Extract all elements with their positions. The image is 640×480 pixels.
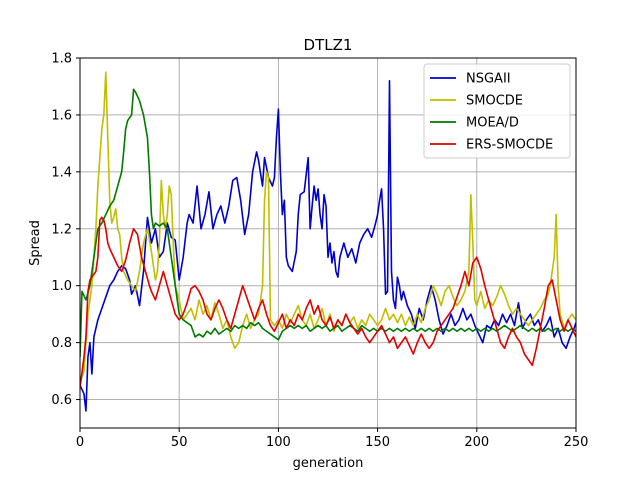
y-tick-label: 1.0 [51, 279, 72, 294]
legend-entry: SMOCDE [466, 94, 523, 109]
x-tick-label: 0 [76, 435, 84, 450]
legend-entry: MOEA/D [466, 116, 519, 131]
series-line-moea-d [80, 88, 576, 357]
legend-box [423, 63, 571, 159]
y-tick-label: 1.6 [51, 108, 72, 123]
legend-entry: NSGAII [466, 72, 511, 87]
y-axis-label: Spread [28, 220, 43, 266]
x-tick-label: 50 [171, 435, 188, 450]
y-tick-label: 1.8 [51, 52, 72, 67]
y-tick-label: 0.8 [51, 336, 72, 351]
legend: NSGAII SMOCDE MOEA/D ERS-SMOCDE [423, 63, 571, 159]
x-tick-label: 200 [464, 435, 489, 450]
series-line-ers-smocde [80, 216, 576, 389]
y-tick-label: 1.2 [51, 222, 72, 237]
legend-entry: ERS-SMOCDE [466, 138, 553, 153]
series-lines [80, 71, 576, 412]
x-tick-label: 150 [365, 435, 390, 450]
series-line-smocde [80, 71, 576, 383]
axis-ticks: 0 50 100 150 200 250 0.6 0.8 1.0 1.2 1.4 1.6 1.8 [51, 52, 588, 451]
x-tick-label: 100 [266, 435, 291, 450]
x-tick-label: 250 [564, 435, 589, 450]
chart-title: DTLZ1 [304, 36, 353, 54]
x-axis-label: generation [293, 456, 364, 471]
series-line-nsgaii [80, 79, 576, 412]
plot-frame [79, 57, 577, 429]
y-tick-label: 0.6 [51, 393, 72, 408]
y-tick-label: 1.4 [51, 165, 72, 180]
